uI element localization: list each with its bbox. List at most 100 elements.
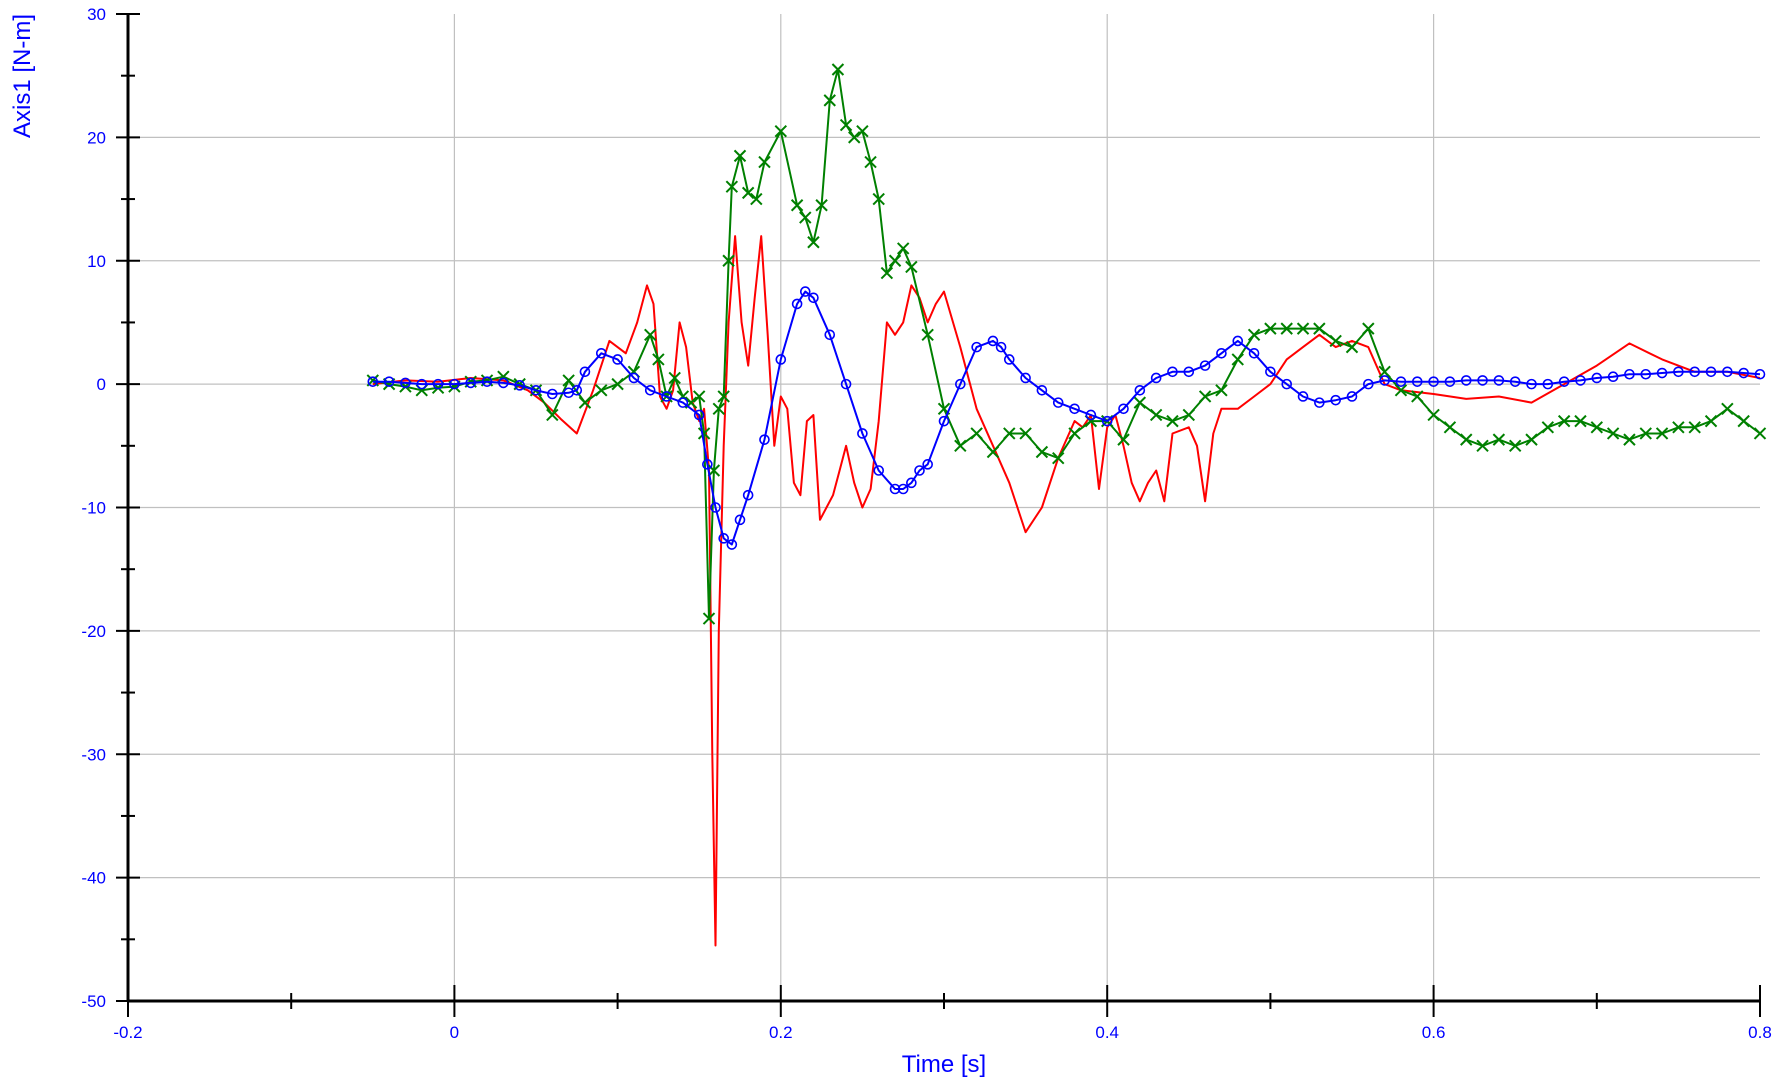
series-line	[372, 290, 1761, 546]
series-marker-circle	[857, 428, 868, 439]
series-marker-x	[692, 390, 706, 403]
series-marker-circle	[644, 384, 656, 396]
series-marker-x	[1688, 421, 1701, 434]
series-marker-circle	[1020, 372, 1031, 384]
series-marker-circle	[416, 378, 428, 390]
series-marker-circle	[702, 459, 713, 470]
series-marker-x	[1133, 396, 1147, 409]
x-tick-label: 0	[450, 1023, 459, 1042]
series-marker-x	[1525, 433, 1538, 446]
series-marker-x	[774, 124, 788, 138]
series-marker-x	[1362, 322, 1375, 335]
series-marker-circle	[1150, 372, 1162, 384]
series-marker-circle	[449, 378, 460, 390]
series-marker-x	[1590, 421, 1604, 434]
series-marker-x	[1721, 402, 1734, 416]
series-marker-x	[1345, 340, 1359, 354]
series-marker-x	[644, 328, 657, 341]
series-marker-circle	[1689, 366, 1701, 378]
series-marker-circle	[1428, 376, 1439, 387]
series-marker-circle	[1363, 378, 1374, 390]
series-marker-circle	[432, 378, 444, 390]
series-layer	[366, 63, 1767, 947]
series-marker-circle	[914, 465, 925, 476]
series-marker-x	[1557, 414, 1571, 428]
series-marker-circle	[1167, 366, 1178, 378]
x-tick-label: 0.8	[1748, 1023, 1772, 1042]
series-marker-x	[741, 186, 755, 200]
y-tick-label: 30	[87, 5, 106, 24]
series-marker-x	[611, 377, 624, 391]
series-marker-x	[595, 384, 608, 397]
series-marker-x	[717, 390, 730, 403]
series-marker-x	[905, 260, 918, 274]
series-marker-circle	[465, 377, 477, 389]
series-marker-x	[815, 199, 828, 212]
series-marker-x	[1476, 439, 1489, 453]
series-marker-x	[1427, 408, 1440, 422]
series-marker-circle	[1558, 376, 1570, 387]
series-marker-x	[725, 180, 739, 193]
y-tick-label: -10	[81, 499, 106, 518]
series-marker-circle	[840, 378, 852, 390]
y-tick-label: -50	[81, 992, 106, 1011]
series-marker-circle	[1673, 366, 1684, 378]
series-marker-x	[1215, 384, 1228, 397]
series-marker-x	[839, 118, 853, 132]
series-marker-x	[1166, 414, 1179, 428]
axes-layer	[116, 13, 1761, 1017]
series-marker-circle	[1754, 368, 1766, 380]
series-marker-x	[1003, 427, 1016, 440]
series-marker-circle	[1395, 376, 1407, 387]
series-marker-circle	[897, 483, 909, 495]
series-marker-circle	[579, 366, 591, 378]
series-marker-x	[1280, 322, 1293, 335]
series-marker-circle	[1118, 403, 1129, 415]
series-marker-circle	[1640, 368, 1652, 380]
series-marker-x	[562, 374, 575, 387]
y-tick-label: -20	[81, 622, 106, 641]
series-marker-x	[799, 211, 812, 224]
series-marker-x	[712, 402, 725, 416]
series-marker-x	[896, 242, 910, 255]
series-marker-circle	[1216, 347, 1227, 359]
series-marker-circle	[742, 489, 754, 501]
series-marker-circle	[1575, 375, 1586, 386]
series-marker-circle	[775, 354, 787, 365]
series-marker-x	[1231, 353, 1244, 366]
series-marker-x	[1117, 433, 1130, 446]
series-marker-circle	[1738, 367, 1749, 379]
series-marker-x	[1329, 334, 1342, 348]
series-marker-circle	[808, 292, 819, 304]
series-marker-circle	[1199, 360, 1211, 371]
series-marker-x	[1313, 322, 1326, 335]
series-marker-circle	[530, 384, 542, 396]
grid-layer	[128, 14, 1760, 1001]
series-marker-circle	[1607, 371, 1619, 383]
series-marker-x	[758, 155, 771, 169]
series-marker-circle	[1265, 366, 1276, 378]
series-marker-circle	[1085, 409, 1097, 421]
y-tick-label: 0	[97, 375, 106, 394]
series-marker-circle	[1379, 375, 1390, 386]
series-marker-x	[1753, 427, 1767, 440]
series-marker-circle	[677, 397, 689, 408]
series-marker-x	[722, 254, 735, 267]
series-marker-x	[1574, 414, 1587, 428]
series-marker-x	[546, 408, 559, 422]
y-tick-label: 20	[87, 128, 106, 147]
x-tick-label: -0.2	[113, 1023, 142, 1042]
series-marker-circle	[1656, 367, 1668, 379]
series-marker-x	[1052, 451, 1065, 465]
x-tick-label: 0.2	[769, 1023, 793, 1042]
series-marker-circle	[1314, 397, 1325, 408]
series-marker-circle	[1477, 375, 1488, 386]
series-marker-circle	[971, 341, 982, 353]
series-marker-circle	[906, 477, 917, 489]
series-marker-circle	[571, 384, 583, 396]
series-marker-circle	[799, 286, 811, 297]
series-marker-x	[831, 63, 845, 76]
series-marker-x	[954, 439, 967, 453]
x-tick-label: 0.6	[1422, 1023, 1446, 1042]
